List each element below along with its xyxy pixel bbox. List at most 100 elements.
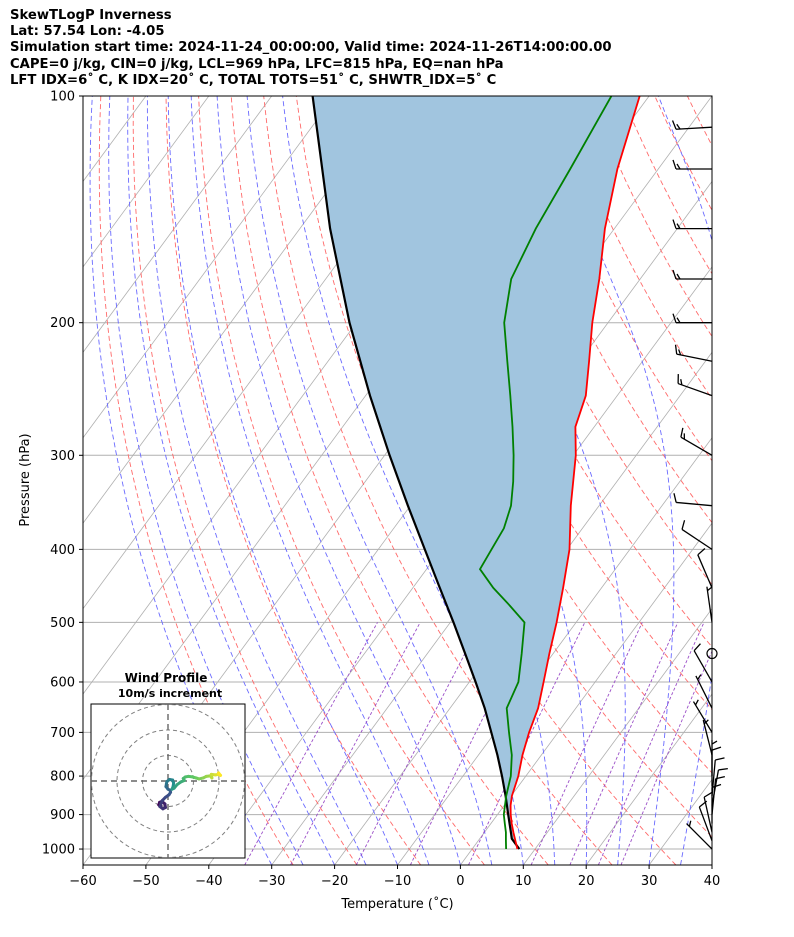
axes: −60 −50 −40 −30 −20 −10 0 10 20 30 40 1000 900 800 700… — [42, 90, 720, 890]
x-tick-label: −20 — [321, 874, 348, 889]
x-tick-label: −40 — [195, 874, 222, 889]
hodograph-segment — [216, 771, 223, 777]
mixing-ratio-line — [244, 622, 378, 865]
dry-adiabat — [132, 96, 358, 865]
y-tick-label: 400 — [50, 543, 75, 558]
chart-header: SkewTLogP Inverness Lat: 57.54 Lon: -4.0… — [10, 8, 612, 89]
chart-times: Simulation start time: 2024-11-24_00:00:… — [10, 40, 612, 56]
y-tick-label: 600 — [50, 675, 75, 690]
mixing-ratio-line — [597, 622, 705, 865]
x-tick-label: 10 — [515, 874, 532, 889]
wind-barb — [672, 269, 712, 280]
y-tick-label: 200 — [50, 316, 75, 331]
hodograph-subtitle: 10m/s increment — [118, 687, 222, 700]
moist-adiabat — [216, 96, 461, 865]
x-tick-label: −50 — [132, 874, 159, 889]
wind-barb — [672, 159, 712, 170]
mixing-ratio-line — [355, 622, 482, 865]
dry-adiabat — [524, 96, 712, 462]
isotherm — [83, 96, 335, 439]
x-tick-label: 0 — [456, 874, 464, 889]
wind-barb — [672, 313, 712, 324]
mixing-ratio-line — [569, 622, 679, 865]
wind-barbs — [671, 120, 728, 850]
isotherm — [711, 864, 712, 865]
y-tick-label: 900 — [50, 808, 75, 823]
y-tick-label: 100 — [50, 90, 75, 105]
wind-barb — [706, 586, 713, 623]
wind-barb — [672, 219, 712, 230]
dewpoint-line — [478, 96, 613, 850]
isotherm — [585, 693, 712, 865]
wind-barb — [711, 767, 728, 806]
y-tick-label: 300 — [50, 449, 75, 464]
dry-adiabat — [785, 96, 794, 865]
chart-indices-1: CAPE=0 j/kg, CIN=0 j/kg, LCL=969 hPa, LF… — [10, 56, 504, 72]
dry-adiabat — [198, 96, 485, 865]
wind-barb — [681, 520, 713, 550]
dry-adiabat — [295, 96, 677, 865]
moist-adiabat — [146, 96, 367, 865]
x-tick-label: 40 — [704, 874, 721, 889]
hodograph-inset: Wind Profile 10m/s increment — [90, 671, 246, 859]
wind-barb — [703, 791, 713, 833]
isotherm — [522, 607, 712, 865]
moist-adiabat — [657, 96, 712, 865]
moist-adiabat — [246, 96, 493, 865]
chart-location: Lat: 57.54 Lon: -4.05 — [10, 24, 165, 40]
wind-barb — [680, 427, 713, 456]
moist-adiabat — [108, 96, 304, 865]
dry-adiabat — [686, 96, 712, 147]
wind-barb — [693, 643, 713, 683]
wind-barb — [674, 344, 713, 362]
plot-area — [83, 96, 794, 865]
moist-adiabat — [711, 862, 712, 865]
y-tick-label: 700 — [50, 726, 75, 741]
moist-adiabat — [190, 96, 430, 865]
dry-adiabat — [263, 96, 613, 865]
x-tick-label: 30 — [641, 874, 658, 889]
x-tick-label: −10 — [384, 874, 411, 889]
wind-barb — [677, 374, 713, 397]
x-tick-label: −60 — [69, 874, 96, 889]
mixing-ratio-line — [620, 650, 712, 865]
isotherm — [83, 96, 273, 354]
wind-barb — [697, 548, 713, 589]
isotherm — [334, 351, 712, 865]
hodograph-title: Wind Profile — [125, 671, 208, 685]
wind-barb — [692, 699, 713, 733]
x-tick-label: −30 — [258, 874, 285, 889]
temperature-line — [509, 96, 641, 850]
mixing-ratio-line — [409, 622, 532, 865]
y-tick-label: 1000 — [42, 843, 75, 858]
isotherm — [83, 96, 84, 97]
y-axis-label: Pressure (hPa) — [18, 433, 33, 526]
x-tick-label: 20 — [578, 874, 595, 889]
y-tick-label: 500 — [50, 616, 75, 631]
wind-barb — [673, 493, 713, 507]
isotherm — [83, 96, 398, 524]
chart-title: SkewTLogP Inverness — [10, 8, 172, 23]
cape-shading — [312, 96, 640, 849]
wind-barb — [711, 757, 725, 796]
wind-barb — [695, 674, 713, 709]
dry-adiabat — [361, 96, 712, 774]
parcel-profile-line — [311, 96, 521, 850]
isotherm — [83, 96, 210, 268]
x-axis-label: Temperature (˚C) — [340, 896, 453, 912]
dry-adiabat — [654, 96, 712, 212]
moist-adiabat — [167, 96, 398, 865]
wind-barb — [686, 820, 713, 850]
mixing-ratio-line — [290, 622, 421, 865]
moist-adiabat — [127, 96, 336, 865]
dry-adiabat — [230, 96, 549, 865]
y-tick-label: 800 — [50, 770, 75, 785]
dry-adiabat — [720, 96, 794, 865]
dry-adiabat — [753, 96, 794, 865]
mixing-ratio-line — [530, 622, 643, 865]
chart-indices-2: LFT IDX=6˚ C, K IDX=20˚ C, TOTAL TOTS=51… — [10, 72, 497, 88]
mixing-ratio-line — [468, 622, 586, 865]
isotherm — [460, 522, 712, 865]
wind-barb — [671, 120, 713, 130]
